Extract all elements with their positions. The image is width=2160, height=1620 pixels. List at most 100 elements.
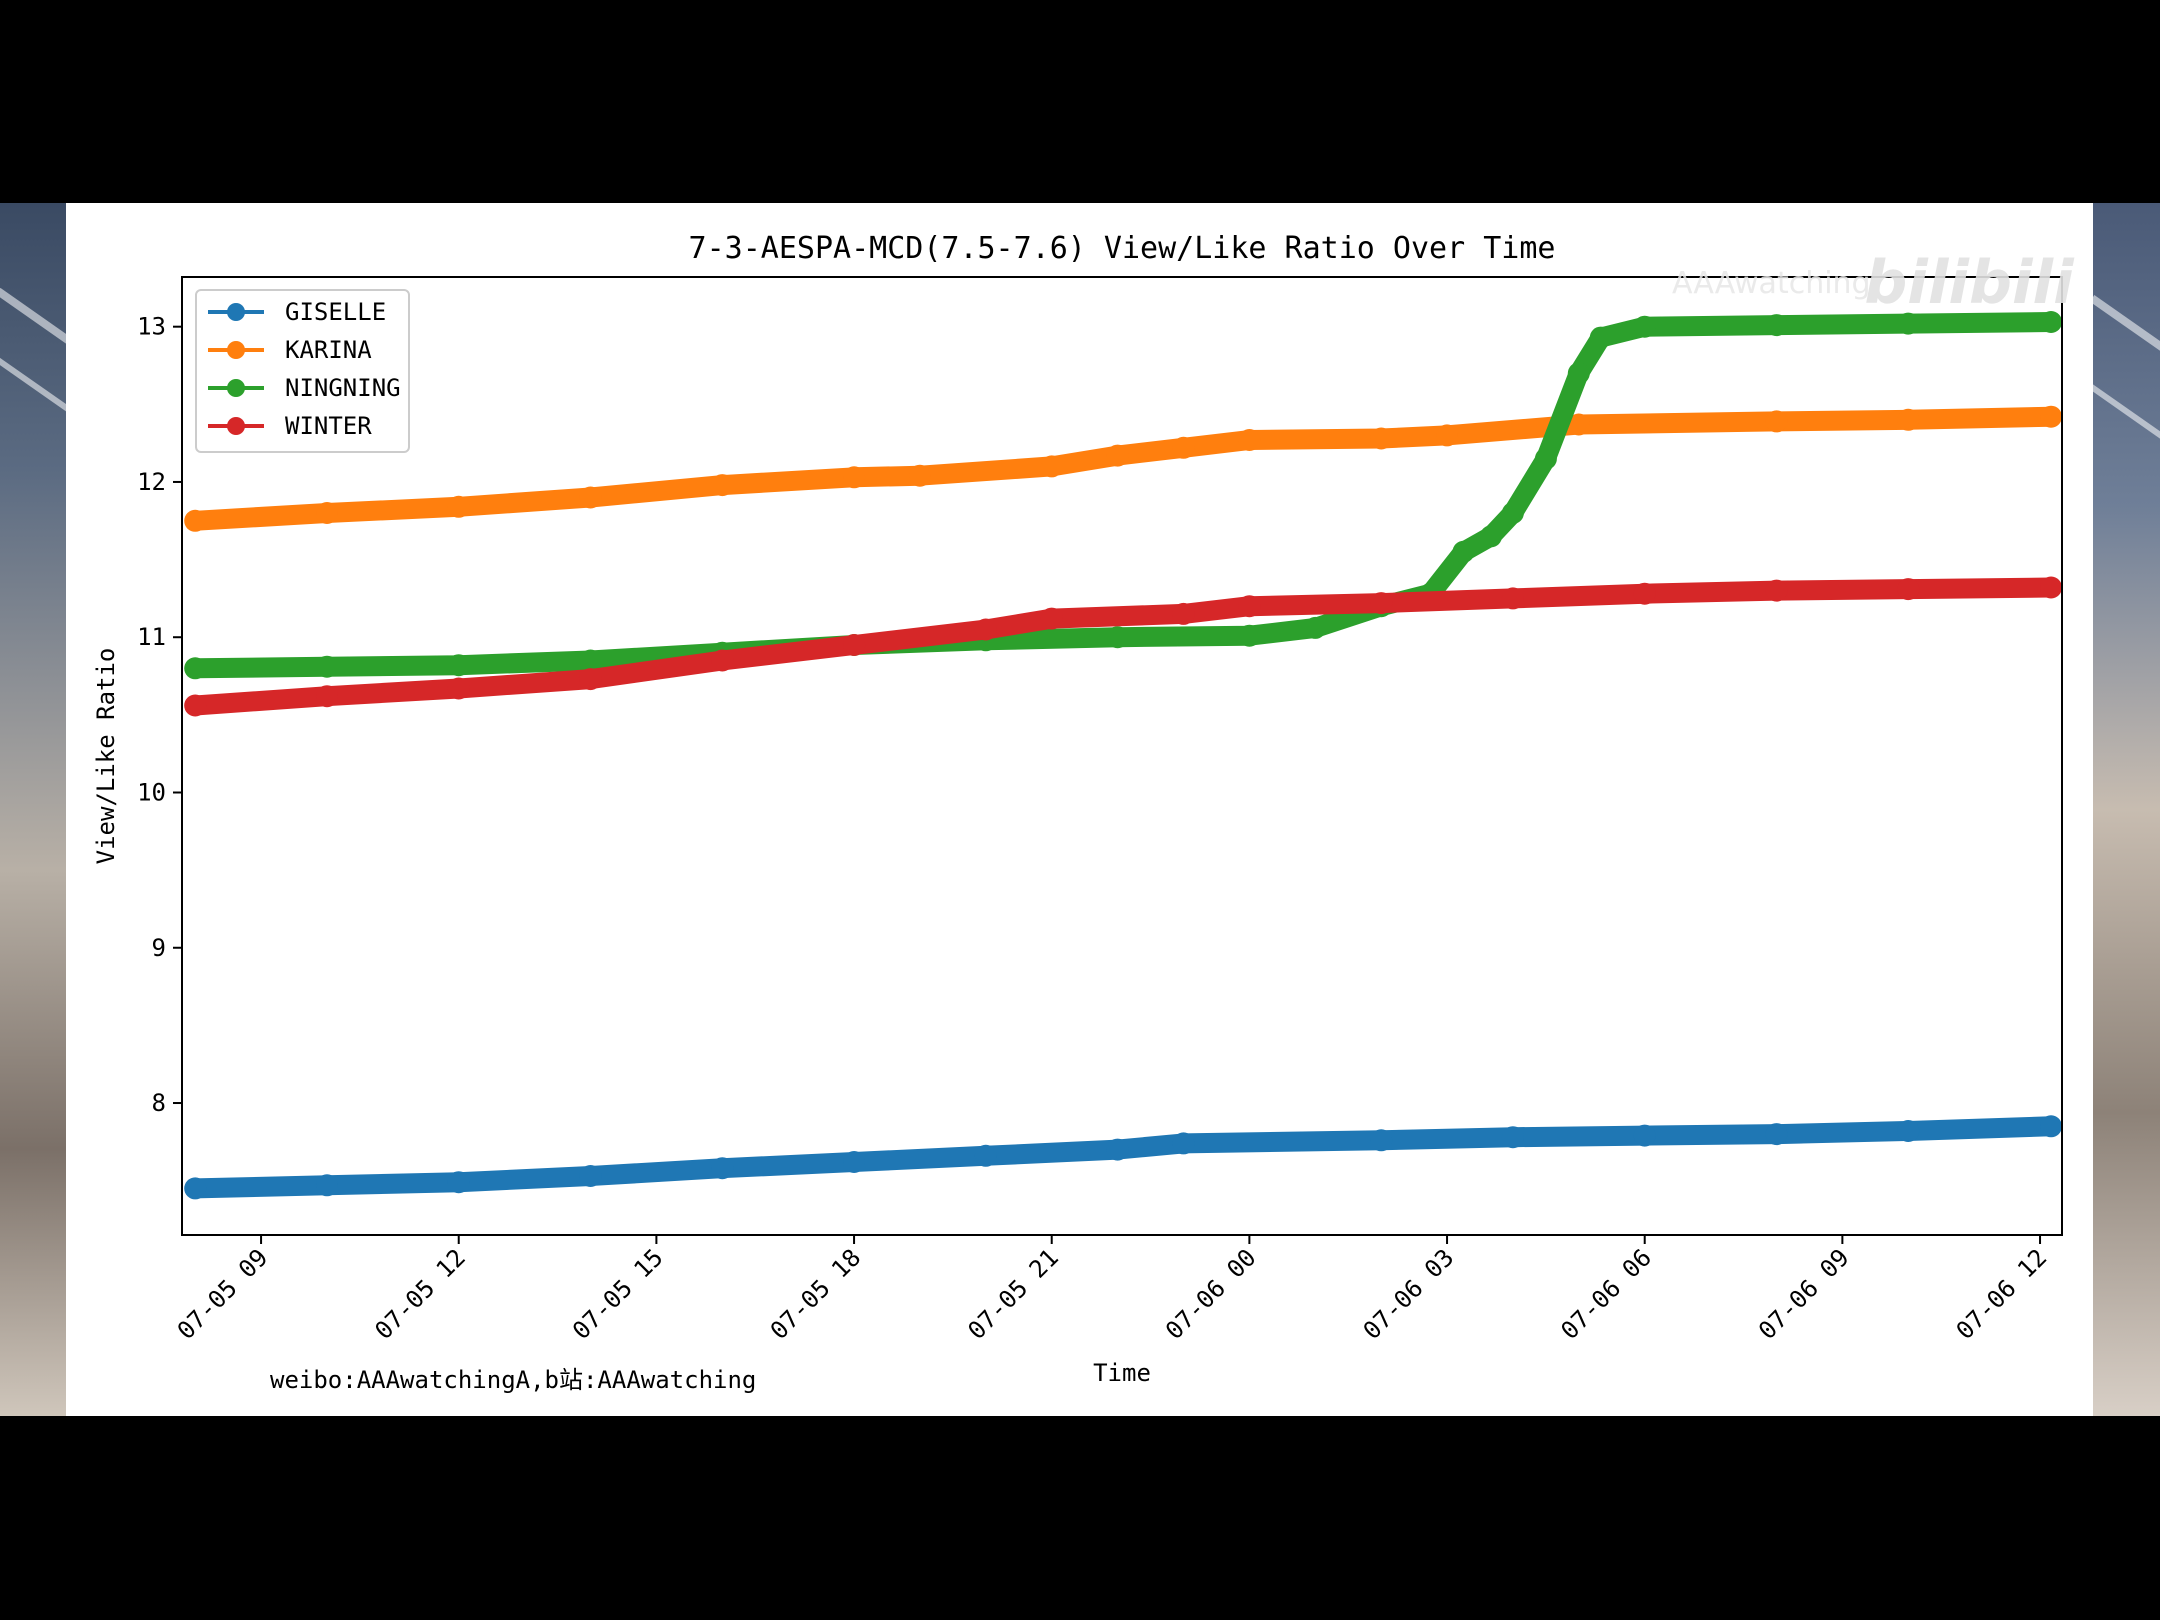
x-tick-label: 07-06 03 xyxy=(1358,1243,1460,1345)
watermark-handle: AAAwatching xyxy=(1672,266,1871,301)
data-point-winter xyxy=(1897,578,1920,601)
data-point-karina xyxy=(1040,455,1063,478)
x-axis: 07-05 09 07-05 12 07-05 15 07-05 18 07-05 21… xyxy=(172,1235,2053,1345)
data-point-giselle xyxy=(184,1177,207,1200)
data-point-winter xyxy=(1040,607,1063,630)
data-point-winter xyxy=(843,634,866,656)
data-point-karina xyxy=(908,464,931,487)
data-point-giselle xyxy=(1106,1138,1129,1161)
legend: GISELLE KARINA NINGNING WINTER xyxy=(195,289,410,453)
data-point-ningning xyxy=(1633,315,1656,338)
data-point-winter xyxy=(1765,579,1788,602)
x-tick-label: 07-05 18 xyxy=(765,1243,867,1345)
data-point-giselle xyxy=(447,1171,470,1194)
data-point-winter xyxy=(711,649,734,672)
data-point-winter xyxy=(974,618,997,641)
data-point-karina xyxy=(316,502,338,524)
legend-label-ningning: NINGNING xyxy=(285,374,401,402)
data-point-ningning xyxy=(1567,362,1590,385)
data-point-ningning xyxy=(1765,314,1788,337)
data-point-winter xyxy=(1370,592,1393,615)
data-point-winter xyxy=(184,694,207,717)
data-point-winter xyxy=(1238,595,1261,618)
plot-area xyxy=(184,311,2062,1200)
data-point-ningning xyxy=(1589,326,1612,349)
data-point-giselle xyxy=(2040,1115,2062,1138)
credit-text: weibo:AAAwatchingA,b站:AAAwatching xyxy=(270,1366,756,1394)
data-point-winter xyxy=(1633,582,1656,605)
data-point-karina xyxy=(1897,408,1920,431)
data-point-giselle xyxy=(579,1165,602,1187)
data-point-winter xyxy=(2040,576,2062,599)
data-point-karina xyxy=(579,486,602,509)
data-point-giselle xyxy=(1897,1120,1920,1142)
data-point-giselle xyxy=(1172,1132,1195,1155)
data-point-ningning xyxy=(2040,311,2062,333)
data-point-karina xyxy=(1567,413,1590,436)
series-line-winter xyxy=(185,577,2061,716)
bilibili-logo: bilibili xyxy=(1864,248,2075,318)
legend-label-karina: KARINA xyxy=(285,336,372,364)
y-axis-label: View/Like Ratio xyxy=(92,648,120,865)
data-point-ningning xyxy=(1501,502,1524,524)
data-point-ningning xyxy=(1534,447,1557,470)
data-point-karina xyxy=(711,474,734,497)
data-point-ningning xyxy=(316,655,338,678)
data-point-karina xyxy=(1436,424,1458,447)
data-point-ningning xyxy=(1480,525,1502,548)
data-point-karina xyxy=(1765,410,1788,433)
data-point-giselle xyxy=(1765,1123,1788,1146)
data-point-karina xyxy=(1172,436,1195,459)
data-point-karina xyxy=(184,509,207,532)
x-tick-label: 07-06 00 xyxy=(1160,1243,1262,1345)
legend-marker-karina xyxy=(227,341,245,359)
data-point-winter xyxy=(579,668,602,691)
data-point-giselle xyxy=(1501,1126,1524,1149)
data-point-giselle xyxy=(1633,1124,1656,1147)
data-point-karina xyxy=(1370,427,1393,450)
data-point-giselle xyxy=(974,1144,997,1167)
data-point-winter xyxy=(1172,602,1195,625)
data-point-ningning xyxy=(1452,540,1475,563)
data-point-ningning xyxy=(447,654,470,677)
y-tick-label: 9 xyxy=(152,934,166,962)
data-point-ningning xyxy=(579,649,602,672)
x-tick-label: 07-06 12 xyxy=(1951,1243,2053,1345)
data-point-ningning xyxy=(1304,616,1327,639)
line-chart: 7-3-AESPA-MCD(7.5-7.6) View/Like Ratio O… xyxy=(92,231,2075,1394)
data-point-karina xyxy=(2040,405,2062,428)
x-tick-label: 07-05 09 xyxy=(172,1243,274,1345)
data-point-winter xyxy=(1501,587,1524,610)
x-tick-label: 07-06 06 xyxy=(1555,1243,1657,1345)
data-point-ningning xyxy=(1897,312,1920,335)
data-point-ningning xyxy=(1106,626,1129,649)
chart-figure: 7-3-AESPA-MCD(7.5-7.6) View/Like Ratio O… xyxy=(66,203,2093,1416)
data-point-ningning xyxy=(1238,624,1261,647)
data-point-karina xyxy=(843,466,866,489)
x-tick-label: 07-05 15 xyxy=(567,1243,669,1345)
data-point-winter xyxy=(447,677,470,700)
legend-frame xyxy=(195,289,410,453)
y-tick-label: 13 xyxy=(137,313,166,341)
y-axis: 8 9 10 11 12 13 xyxy=(137,313,182,1117)
x-axis-label: Time xyxy=(1093,1359,1151,1387)
data-point-karina xyxy=(447,495,470,518)
background-photo-right xyxy=(2093,203,2160,1416)
data-point-karina xyxy=(1106,444,1129,467)
background-photo-left xyxy=(0,203,66,1416)
x-tick-label: 07-06 09 xyxy=(1753,1243,1855,1345)
y-tick-label: 11 xyxy=(137,623,166,651)
legend-marker-giselle xyxy=(227,303,245,321)
data-point-giselle xyxy=(1370,1129,1393,1152)
legend-marker-ningning xyxy=(227,379,245,397)
legend-label-winter: WINTER xyxy=(285,412,372,440)
y-tick-label: 12 xyxy=(137,468,166,496)
y-tick-label: 8 xyxy=(152,1089,166,1117)
data-point-winter xyxy=(316,685,338,708)
series-line-karina xyxy=(185,406,2061,531)
x-tick-label: 07-05 12 xyxy=(369,1243,471,1345)
legend-label-giselle: GISELLE xyxy=(285,298,386,326)
y-tick-label: 10 xyxy=(137,778,166,806)
data-point-giselle xyxy=(316,1174,338,1197)
plot-frame xyxy=(181,276,2063,1236)
